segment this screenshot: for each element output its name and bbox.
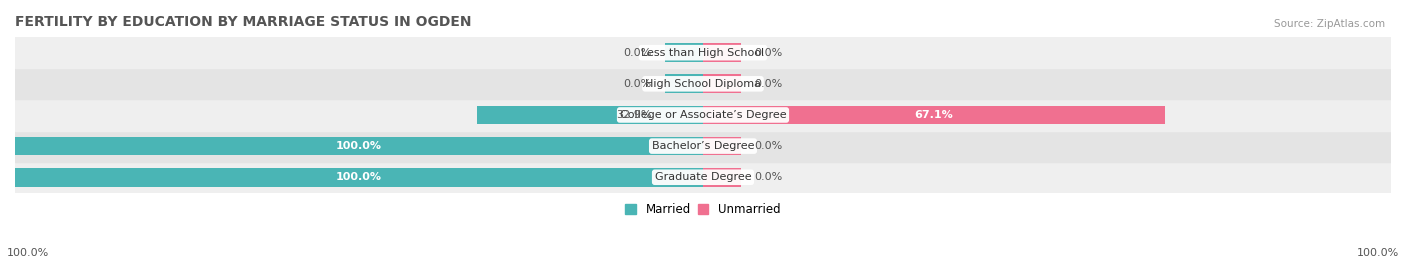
Bar: [15, 68, 1391, 99]
Bar: [15, 137, 703, 155]
Text: Bachelor’s Degree: Bachelor’s Degree: [652, 141, 754, 151]
Bar: [15, 168, 703, 187]
Bar: [703, 168, 741, 187]
Bar: [15, 99, 1391, 130]
Text: 0.0%: 0.0%: [755, 172, 783, 182]
Text: FERTILITY BY EDUCATION BY MARRIAGE STATUS IN OGDEN: FERTILITY BY EDUCATION BY MARRIAGE STATU…: [15, 15, 471, 29]
Bar: [15, 162, 1391, 193]
Bar: [665, 43, 703, 62]
Text: 0.0%: 0.0%: [755, 48, 783, 58]
Text: 0.0%: 0.0%: [623, 79, 651, 89]
Text: Graduate Degree: Graduate Degree: [655, 172, 751, 182]
Text: 32.9%: 32.9%: [616, 110, 651, 120]
Bar: [703, 75, 741, 93]
Bar: [703, 137, 741, 155]
Bar: [703, 43, 741, 62]
Text: 100.0%: 100.0%: [7, 248, 49, 258]
Text: 100.0%: 100.0%: [336, 141, 382, 151]
Text: 0.0%: 0.0%: [755, 79, 783, 89]
Text: 100.0%: 100.0%: [1357, 248, 1399, 258]
Bar: [665, 75, 703, 93]
Bar: [15, 37, 1391, 68]
Bar: [477, 106, 703, 124]
Text: 67.1%: 67.1%: [914, 110, 953, 120]
Text: High School Diploma: High School Diploma: [645, 79, 761, 89]
Text: Less than High School: Less than High School: [641, 48, 765, 58]
Bar: [703, 106, 1164, 124]
Bar: [15, 130, 1391, 162]
Text: Source: ZipAtlas.com: Source: ZipAtlas.com: [1274, 19, 1385, 29]
Text: 100.0%: 100.0%: [336, 172, 382, 182]
Text: College or Associate’s Degree: College or Associate’s Degree: [620, 110, 786, 120]
Text: 0.0%: 0.0%: [755, 141, 783, 151]
Text: 0.0%: 0.0%: [623, 48, 651, 58]
Legend: Married, Unmarried: Married, Unmarried: [620, 199, 786, 221]
